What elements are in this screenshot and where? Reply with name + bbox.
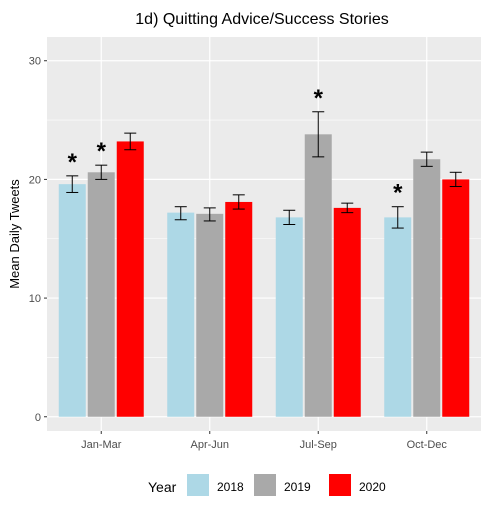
bar: [87, 172, 115, 417]
significance-markers: * * * *: [68, 85, 404, 207]
y-axis-title: Mean Daily Tweets: [7, 179, 22, 289]
legend-label-2019: 2019: [284, 480, 311, 494]
error-bar: [341, 202, 354, 214]
bar: [167, 212, 195, 417]
error-bar: [95, 164, 108, 180]
bar: [333, 207, 361, 417]
error-bar: [449, 171, 462, 188]
significance-marker: *: [97, 138, 107, 165]
legend-title: Year: [148, 479, 177, 495]
y-tick-label: 10: [29, 293, 41, 305]
bar: [384, 217, 412, 417]
legend-key-2020: [329, 474, 351, 496]
bar: [413, 159, 441, 417]
chart-title: 1d) Quitting Advice/Success Stories: [135, 11, 388, 28]
y-axis-ticks: 0 10 20 30: [29, 56, 47, 424]
error-bar: [174, 206, 187, 221]
legend-label-2020: 2020: [359, 480, 386, 494]
bar: [58, 184, 86, 417]
bar: [225, 201, 253, 417]
error-bar: [283, 209, 296, 226]
x-tick-label: Jul-Sep: [300, 439, 337, 451]
y-tick-label: 20: [29, 174, 41, 186]
bar: [304, 134, 332, 417]
x-tick-label: Oct-Dec: [407, 439, 448, 451]
error-bar: [312, 111, 325, 158]
error-bar: [66, 175, 79, 193]
y-tick-label: 30: [29, 56, 41, 68]
legend: Year 2018 2019 2020: [148, 474, 386, 496]
legend-key-2018: [187, 474, 209, 496]
x-tick-label: Apr-Jun: [190, 439, 229, 451]
bar: [442, 179, 470, 417]
legend-label-2018: 2018: [217, 480, 244, 494]
error-bar: [232, 194, 245, 210]
bar: [196, 213, 224, 417]
error-bar: [203, 207, 216, 222]
bars: [58, 134, 470, 417]
significance-marker: *: [393, 180, 403, 207]
bar: [275, 217, 303, 417]
error-bar: [391, 206, 404, 229]
significance-marker: *: [68, 149, 78, 176]
error-bar: [420, 151, 433, 167]
error-bars: [66, 111, 462, 229]
x-tick-label: Jan-Mar: [81, 439, 122, 451]
x-axis-ticks: Jan-Mar Apr-Jun Jul-Sep Oct-Dec: [81, 431, 447, 451]
significance-marker: *: [314, 85, 324, 112]
y-tick-label: 0: [35, 412, 41, 424]
bar: [116, 141, 144, 417]
legend-key-2019: [254, 474, 276, 496]
error-bar: [124, 132, 137, 151]
